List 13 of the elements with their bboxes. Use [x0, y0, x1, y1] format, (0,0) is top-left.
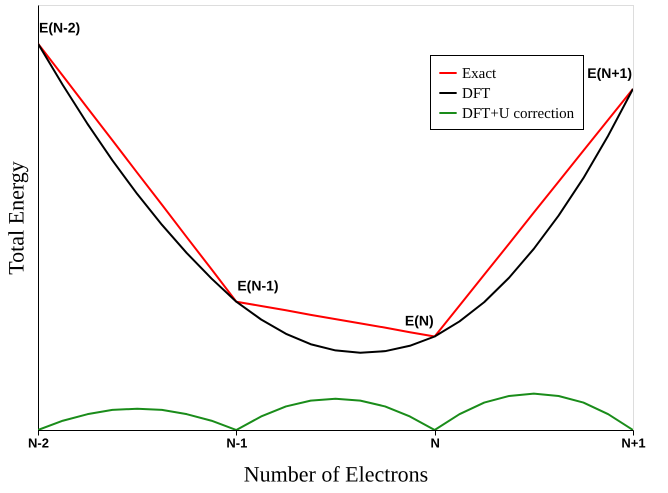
annotation: E(N-1) — [237, 278, 279, 294]
annotation: E(N) — [404, 312, 434, 328]
legend-label: Exact — [462, 66, 497, 82]
x-tick-label: N-1 — [226, 436, 248, 450]
legend-label: DFT — [462, 86, 490, 102]
annotation: E(N+1) — [587, 64, 632, 81]
x-tick-label: N+1 — [621, 436, 646, 450]
x-tick-label: N-2 — [28, 436, 49, 450]
y-axis-title: Total Energy — [4, 161, 28, 275]
x-tick-label: N — [430, 436, 440, 450]
x-axis-title: Number of Electrons — [244, 462, 428, 486]
annotation: E(N-2) — [39, 20, 80, 36]
legend-label: DFT+U correction — [462, 106, 575, 122]
